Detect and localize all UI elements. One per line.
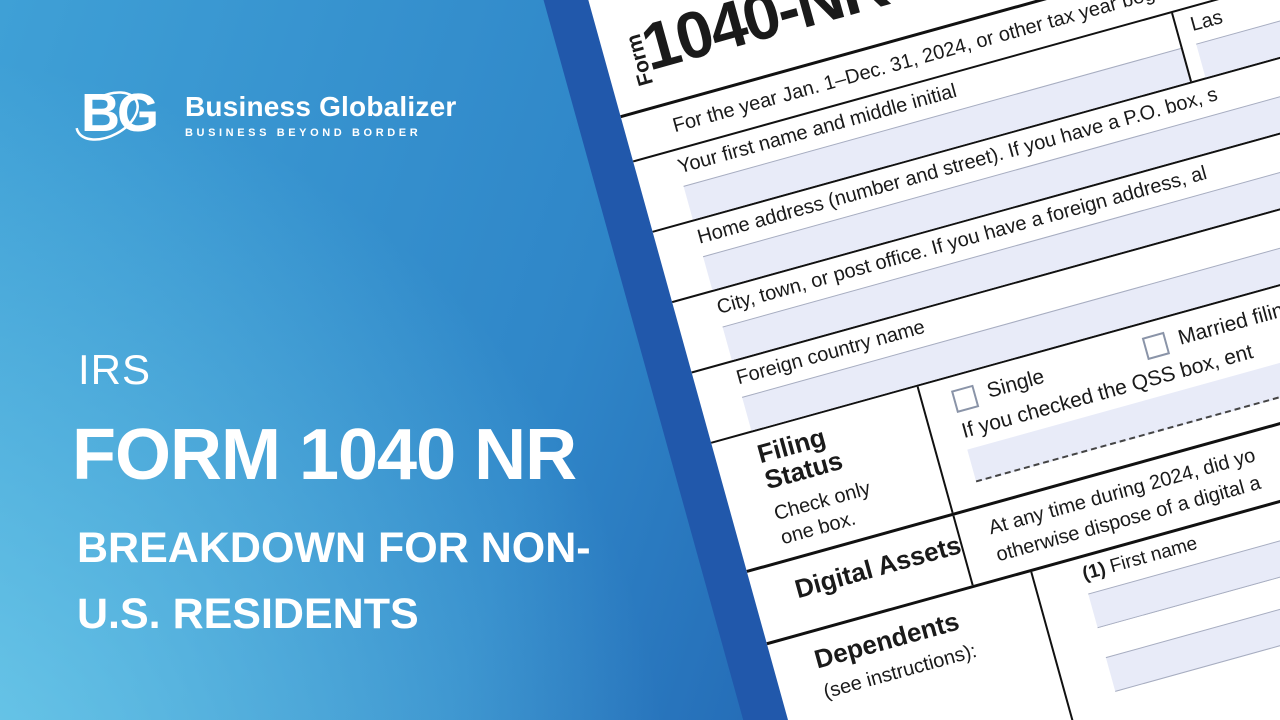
form-1040nr-paper: Form 1040-NR Dep U.S. Non For the year J… xyxy=(585,0,1280,720)
hero-panel: BG Business Globalizer BUSINESS BEYOND B… xyxy=(0,0,640,720)
logo-monogram-text: BG xyxy=(81,83,159,143)
subtitle-line1: BREAKDOWN FOR NON- xyxy=(77,524,591,572)
page-title: FORM 1040 NR xyxy=(72,415,577,495)
married-filing-checkbox[interactable] xyxy=(1142,331,1171,360)
single-checkbox[interactable] xyxy=(950,384,980,413)
subtitle-line2: U.S. RESIDENTS xyxy=(77,590,419,638)
bg-monogram: BG xyxy=(73,80,173,150)
logo-swoosh-icon xyxy=(75,91,139,141)
brand-tagline: BUSINESS BEYOND BORDER xyxy=(185,127,422,139)
brand-name: Business Globalizer xyxy=(185,91,457,122)
eyebrow-irs: IRS xyxy=(78,346,152,393)
business-globalizer-logo: BG Business Globalizer BUSINESS BEYOND B… xyxy=(73,80,456,150)
